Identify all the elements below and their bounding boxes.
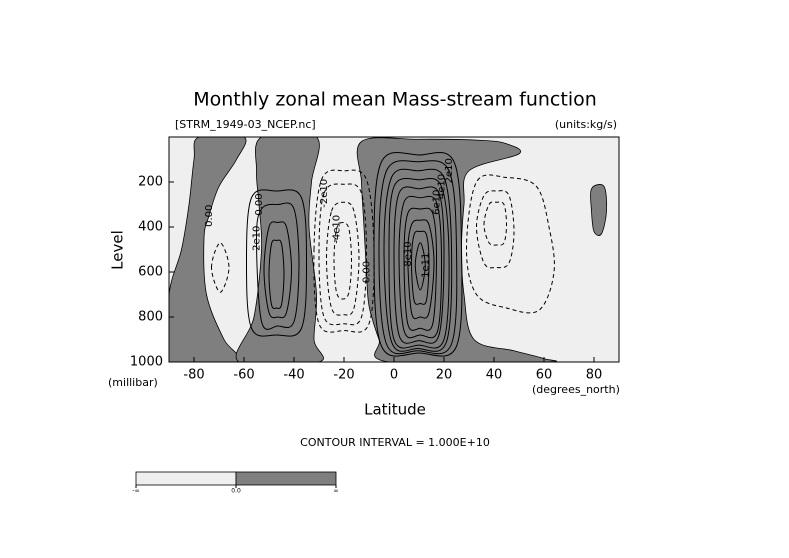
y-tick-label: 600 (138, 265, 163, 280)
positive-contour (373, 151, 463, 357)
x-axis-label: Latitude (364, 401, 426, 419)
positive-contour (407, 219, 435, 320)
negative-contour (465, 174, 555, 314)
positive-contour (398, 195, 443, 339)
positive-contour (378, 160, 458, 355)
colorbar-swatch (135, 471, 237, 486)
contour-label: 8e10 (403, 241, 414, 266)
contour-label: -4e10 (332, 215, 343, 244)
plot-area (169, 137, 619, 362)
x-tick-label: -60 (233, 368, 254, 383)
contour-label: 2e10 (252, 226, 263, 251)
chart-title: Monthly zonal mean Mass-stream function (193, 89, 597, 111)
x-tick-label: 60 (536, 368, 553, 383)
contour-label: 4e10 (437, 174, 448, 199)
y-tick-label: 200 (138, 175, 163, 190)
contour-interval: CONTOUR INTERVAL = 1.000E+10 (300, 436, 490, 449)
negative-contour (475, 190, 515, 269)
subtitle-left: [STRM_1949-03_NCEP.nc] (175, 118, 316, 131)
positive-contour (383, 168, 453, 352)
y-tick-label: 1000 (130, 355, 163, 370)
zero-contour-region (235, 137, 324, 362)
negative-contour (313, 169, 375, 333)
colorbar-label: ∞ (334, 488, 339, 495)
y-axis-label: Level (109, 230, 127, 270)
positive-contour (410, 230, 430, 305)
positive-contour (255, 202, 300, 330)
contour-label: 0.00 (204, 205, 215, 227)
negative-contour (483, 201, 508, 246)
positive-contour (268, 239, 285, 309)
x-tick-label: 20 (436, 368, 453, 383)
colorbar-label: 0.0 (231, 488, 241, 495)
contour-label: -2e10 (319, 179, 330, 208)
positive-contour (263, 221, 293, 319)
x-tick-label: 40 (486, 368, 503, 383)
zero-contour-region (590, 184, 608, 236)
positive-contour (246, 189, 307, 337)
contour-label: 0.00 (254, 193, 265, 215)
x-tick-label: -80 (183, 368, 204, 383)
x-unit: (degrees_north) (532, 383, 620, 396)
contour-label: 6e10 (432, 190, 443, 215)
positive-contour (388, 177, 450, 349)
y-tick-label: 400 (138, 220, 163, 235)
x-tick-label: 0 (390, 368, 398, 383)
contour-label: 0.00 (362, 261, 373, 283)
axes: 0.000.000.002e10-2e10-4e102e104e106e108e… (130, 136, 620, 495)
subtitle-right: (units:kg/s) (555, 118, 617, 131)
colorbar-swatch (235, 471, 337, 486)
zero-contour-region (169, 137, 247, 362)
x-tick-label: -20 (333, 368, 354, 383)
colorbar-label: -∞ (132, 488, 139, 495)
x-tick-label: -40 (283, 368, 304, 383)
y-tick-label: 800 (138, 310, 163, 325)
contour-label: 2e10 (444, 158, 455, 183)
positive-contour (393, 186, 445, 344)
negative-contour (325, 201, 360, 316)
negative-contour (210, 242, 230, 293)
positive-contour (403, 207, 438, 331)
negative-contour (318, 183, 368, 326)
x-tick-label: 80 (586, 368, 603, 383)
positive-contour (414, 242, 426, 291)
y-unit: (millibar) (108, 376, 158, 389)
contour-label: 1e11 (420, 253, 431, 278)
